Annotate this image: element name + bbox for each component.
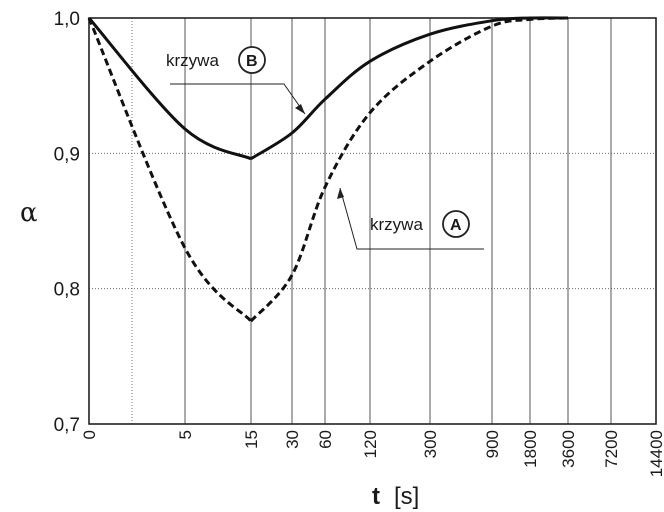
series-layer xyxy=(87,16,569,323)
annotation-b-label: krzywa xyxy=(166,51,219,70)
y-tick-label: 0,7 xyxy=(54,415,80,436)
grid xyxy=(89,18,656,424)
x-tick-label: 30 xyxy=(283,430,302,449)
series-line-a xyxy=(87,16,569,323)
series-line-b xyxy=(87,16,569,161)
y-axis-label: α xyxy=(20,198,38,228)
x-axis-label: t [s] xyxy=(372,483,419,510)
annotation-b: krzywa B xyxy=(166,46,306,115)
annotation-b-leader xyxy=(170,83,306,115)
y-tick-label: 0,9 xyxy=(54,144,80,165)
x-tick-label: 0 xyxy=(80,430,99,439)
y-tick-labels: 0,7 0,8 0,9 1,0 xyxy=(54,9,80,436)
x-tick-label: 5 xyxy=(176,430,195,439)
x-tick-label: 15 xyxy=(242,430,261,449)
x-tick-label: 900 xyxy=(483,430,502,458)
annotation-a-badge-circle xyxy=(442,210,470,238)
x-axis-symbol: t xyxy=(372,483,380,510)
x-tick-label: 120 xyxy=(361,430,380,458)
y-tick-label: 1,0 xyxy=(54,9,80,30)
x-tick-label: 60 xyxy=(316,430,335,449)
x-tick-label: 1800 xyxy=(521,430,540,468)
x-axis-unit: [s] xyxy=(394,483,419,510)
x-tick-label: 300 xyxy=(421,430,440,458)
annotation-a-arrowhead xyxy=(337,188,344,199)
plot-frame xyxy=(88,17,657,425)
annotation-b-arrowhead xyxy=(295,104,305,114)
y-tick-label: 0,8 xyxy=(54,280,80,301)
annotation-a-label: krzywa xyxy=(370,215,423,234)
annotation-a: krzywa A xyxy=(337,187,484,250)
annotation-a-badge: A xyxy=(450,217,462,234)
annotation-b-badge-circle xyxy=(238,46,266,74)
annotation-b-badge: B xyxy=(246,53,258,70)
x-tick-label: 3600 xyxy=(559,430,578,468)
x-tick-label: 14400 xyxy=(647,430,664,477)
x-tick-label: 7200 xyxy=(602,430,621,468)
x-tick-labels: 0 5 15 30 60 120 300 900 1800 3600 7200 14400 xyxy=(80,430,664,477)
annotation-a-leader xyxy=(339,187,484,250)
